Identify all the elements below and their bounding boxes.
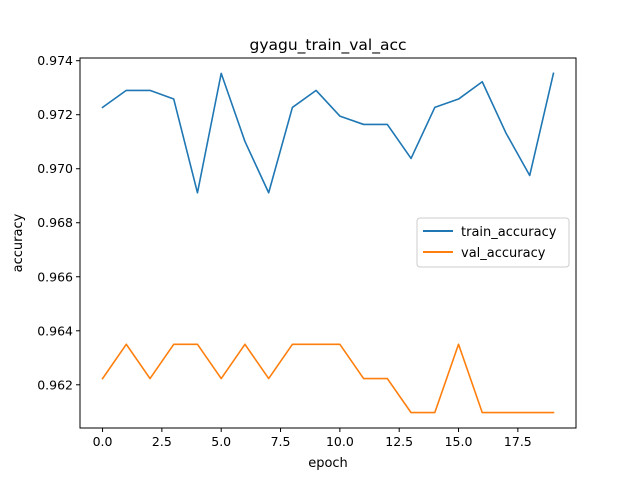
y-tick-label: 0.962 — [37, 377, 73, 392]
x-tick-label: 5.0 — [211, 434, 231, 449]
axes-frame — [79, 57, 577, 429]
x-tick-label: 2.5 — [152, 434, 172, 449]
legend-label-val-accuracy: val_accuracy — [461, 246, 546, 261]
y-tick-label: 0.966 — [37, 269, 73, 284]
series-line-train-accuracy — [101, 72, 555, 194]
plot-area — [101, 72, 555, 414]
legend: train_accuracy val_accuracy — [416, 217, 570, 268]
y-axis-label: accuracy — [11, 213, 26, 272]
x-tick-label: 10.0 — [326, 434, 354, 449]
x-tick-label: 17.5 — [504, 434, 532, 449]
x-axis-label: epoch — [308, 456, 348, 471]
x-tick-label: 15.0 — [445, 434, 473, 449]
y-tick-label: 0.974 — [37, 53, 73, 68]
y-tick-label: 0.972 — [37, 107, 73, 122]
legend-frame — [416, 217, 570, 268]
series-line-val-accuracy — [101, 343, 555, 414]
x-tick-label: 7.5 — [271, 434, 291, 449]
y-tick-label: 0.964 — [37, 323, 73, 338]
y-tick-label: 0.968 — [37, 215, 73, 230]
x-tick-label: 0.0 — [93, 434, 113, 449]
legend-label-train-accuracy: train_accuracy — [461, 225, 557, 240]
chart-title: gyagu_train_val_acc — [249, 36, 406, 55]
x-axis: 0.0 2.5 5.0 7.5 10.0 12.5 15.0 17.5 — [93, 428, 532, 449]
x-tick-label: 12.5 — [385, 434, 413, 449]
y-tick-label: 0.970 — [37, 161, 73, 176]
y-axis: 0.962 0.964 0.966 0.968 0.970 0.972 0.974 — [37, 53, 80, 392]
